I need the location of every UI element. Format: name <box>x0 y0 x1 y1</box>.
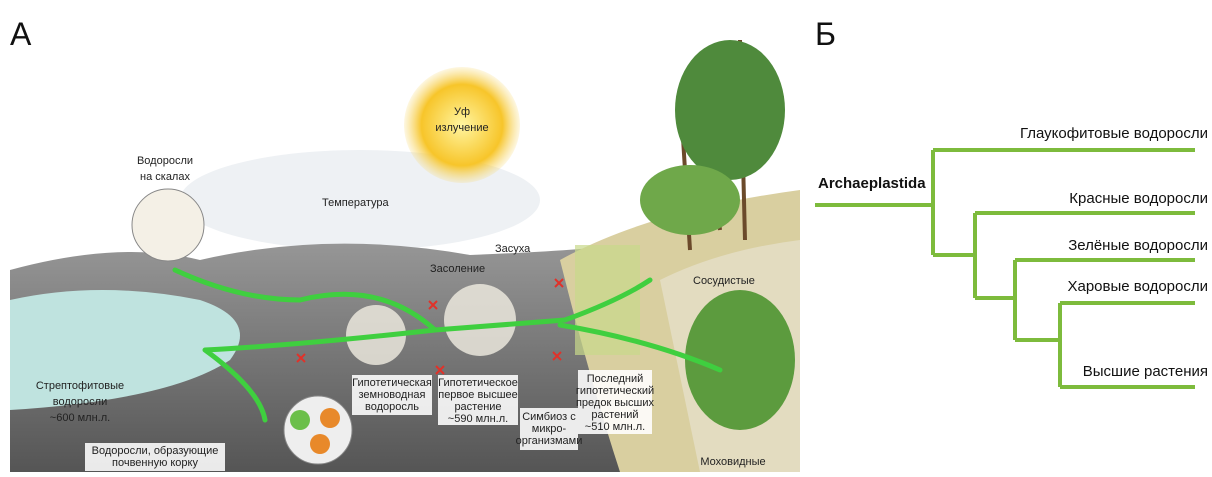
panel-label: А <box>10 16 32 52</box>
amphibious-label: земноводная <box>359 389 426 401</box>
mosses-label: Моховидные <box>700 456 765 468</box>
last-ancestor-label: растений <box>591 409 638 421</box>
drought-label: Засуха <box>495 243 531 255</box>
panel-label: Б <box>815 16 836 52</box>
streptophyte-label: водоросли <box>53 396 107 408</box>
last-ancestor-label: Последний <box>587 373 644 385</box>
first-plant-label: растение <box>454 401 501 413</box>
symbiosis-label: Симбиоз с <box>522 411 576 423</box>
leaf-label: Красные водоросли <box>1069 190 1208 207</box>
last-ancestor-label: предок высших <box>576 397 655 409</box>
first-plant-label: первое высшее <box>438 389 518 401</box>
leaf-label: Зелёные водоросли <box>1068 237 1208 254</box>
rock-algae-label: Водоросли <box>137 155 193 167</box>
streptophyte-label: Стрептофитовые <box>36 380 124 392</box>
symbiosis-label: организмами <box>516 435 583 447</box>
root-label: Archaeplastida <box>818 175 926 192</box>
leaf-label: Глаукофитовые водоросли <box>1020 125 1208 142</box>
first-plant-label: ~590 млн.л. <box>448 413 508 425</box>
soil-crust-label: почвенную корку <box>112 457 198 469</box>
amphibious-label: Гипотетическая <box>352 377 432 389</box>
last-ancestor-label: гипотетический <box>576 385 654 397</box>
amphibious-label: водоросль <box>365 401 419 413</box>
soil-crust-label: Водоросли, образующие <box>92 445 219 457</box>
first-plant-label: Гипотетическое <box>438 377 518 389</box>
temperature-label: Температура <box>322 197 390 209</box>
streptophyte-label: ~600 млн.л. <box>50 412 110 424</box>
leaf-label: Высшие растения <box>1083 363 1208 380</box>
salinity-label: Засоление <box>430 263 485 275</box>
symbiosis-label: микро- <box>532 423 567 435</box>
panel-b: Б Archaeplastida Глаукофитовые водоросли… <box>815 16 1208 387</box>
uv-label: излучение <box>435 122 488 134</box>
uv-label: Уф <box>454 106 470 118</box>
last-ancestor-label: ~510 млн.л. <box>585 421 645 433</box>
vascular-label: Сосудистые <box>693 275 755 287</box>
rock-algae-label: на скалах <box>140 171 190 183</box>
leaf-label: Харовые водоросли <box>1067 278 1208 295</box>
figure: А Уф излучение Водоросли на скалах Темпе… <box>0 0 1212 472</box>
panel-a: А Уф излучение Водоросли на скалах Темпе… <box>0 0 800 472</box>
